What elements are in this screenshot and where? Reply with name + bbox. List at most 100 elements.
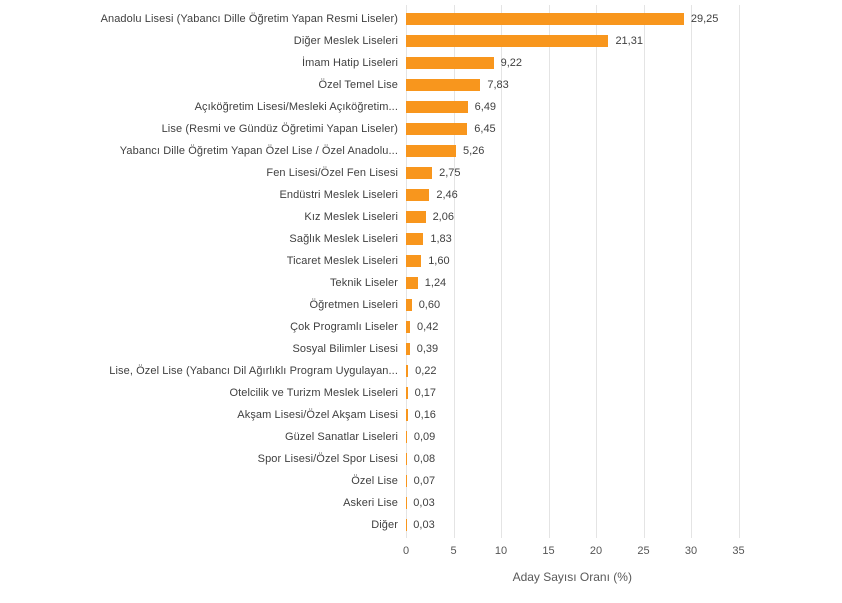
category-label: Diğer Meslek Liseleri — [293, 35, 398, 47]
chart-row: Sosyal Bilimler Lisesi 0,39 — [0, 338, 842, 360]
category-label: Diğer — [371, 519, 398, 531]
chart-row: Spor Lisesi/Özel Spor Lisesi 0,08 — [0, 448, 842, 470]
bar — [406, 519, 407, 531]
chart-row: Çok Programlı Liseler 0,42 — [0, 316, 842, 338]
bar — [406, 57, 494, 69]
bar — [406, 145, 456, 157]
bar — [406, 79, 481, 91]
gridline — [596, 5, 597, 538]
chart-row: Kız Meslek Liseleri 2,06 — [0, 206, 842, 228]
chart-row: Yabancı Dille Öğretim Yapan Özel Lise / … — [0, 140, 842, 162]
value-label: 9,22 — [500, 57, 522, 69]
category-label: Endüstri Meslek Liseleri — [279, 189, 398, 201]
x-axis-tick-label: 10 — [494, 545, 508, 557]
category-label: Kız Meslek Liseleri — [304, 211, 398, 223]
plot-area — [406, 5, 740, 538]
category-label: Özel Temel Lise — [318, 79, 398, 91]
category-label: Otelcilik ve Turizm Meslek Liseleri — [229, 387, 398, 399]
chart-row: Askeri Lise 0,03 — [0, 492, 842, 514]
bar — [406, 13, 684, 25]
bar — [406, 189, 430, 201]
chart-row: Endüstri Meslek Liseleri 2,46 — [0, 184, 842, 206]
category-label: Askeri Lise — [343, 497, 398, 509]
category-label: Öğretmen Liseleri — [309, 299, 398, 311]
gridline — [453, 5, 455, 538]
x-axis-title: Aday Sayısı Oranı (%) — [512, 570, 632, 584]
chart-row: Diğer 0,03 — [0, 514, 842, 536]
value-label: 0,03 — [413, 497, 435, 509]
chart-row: Anadolu Lisesi (Yabancı Dille Öğretim Ya… — [0, 8, 842, 30]
value-label: 6,45 — [474, 123, 496, 135]
bar — [406, 453, 407, 465]
category-label: Özel Lise — [351, 475, 398, 487]
chart-row: Lise (Resmi ve Gündüz Öğretimi Yapan Lis… — [0, 118, 842, 140]
x-axis-tick-label: 20 — [589, 545, 603, 557]
chart-row: Açıköğretim Lisesi/Mesleki Açıköğretim..… — [0, 96, 842, 118]
gridline — [643, 5, 645, 538]
x-axis-tick-label: 5 — [450, 545, 457, 557]
value-label: 29,25 — [690, 13, 719, 25]
category-label: Lise (Resmi ve Gündüz Öğretimi Yapan Lis… — [161, 123, 398, 135]
category-label: Güzel Sanatlar Liseleri — [285, 431, 398, 443]
value-label: 2,75 — [439, 167, 461, 179]
value-label: 0,17 — [414, 387, 437, 399]
chart-row: Sağlık Meslek Liseleri 1,83 — [0, 228, 842, 250]
value-label: 0,07 — [413, 475, 436, 487]
chart-row: Güzel Sanatlar Liseleri 0,09 — [0, 426, 842, 448]
gridline — [738, 5, 740, 538]
bar — [406, 475, 407, 487]
bar — [406, 277, 418, 289]
category-label: Açıköğretim Lisesi/Mesleki Açıköğretim..… — [194, 101, 398, 113]
category-label: Ticaret Meslek Liseleri — [286, 255, 398, 267]
bar — [406, 343, 410, 355]
value-label: 1,60 — [428, 255, 450, 267]
bar — [406, 387, 408, 399]
gridline — [406, 5, 407, 538]
bar — [406, 233, 424, 245]
chart-row: Özel Lise 0,07 — [0, 470, 842, 492]
gridline — [548, 5, 550, 538]
value-label: 2,06 — [432, 211, 454, 223]
value-label: 0,22 — [415, 365, 437, 377]
gridline — [501, 5, 502, 538]
bar — [406, 123, 468, 135]
chart-row: Özel Temel Lise 7,83 — [0, 74, 842, 96]
value-label: 1,83 — [430, 233, 452, 245]
category-label: Anadolu Lisesi (Yabancı Dille Öğretim Ya… — [100, 13, 398, 25]
chart-row: Diğer Meslek Liseleri 21,31 — [0, 30, 842, 52]
category-label: Spor Lisesi/Özel Spor Lisesi — [257, 453, 398, 465]
category-label: Sosyal Bilimler Lisesi — [292, 343, 398, 355]
chart-row: Otelcilik ve Turizm Meslek Liseleri 0,17 — [0, 382, 842, 404]
bar — [406, 321, 410, 333]
value-label: 21,31 — [615, 35, 643, 47]
value-label: 1,24 — [424, 277, 447, 289]
value-label: 0,60 — [418, 299, 441, 311]
chart-row: Ticaret Meslek Liseleri 1,60 — [0, 250, 842, 272]
x-axis-tick-label: 30 — [684, 545, 698, 557]
category-label: Yabancı Dille Öğretim Yapan Özel Lise / … — [119, 145, 398, 157]
value-label: 2,46 — [436, 189, 458, 201]
chart-row: Lise, Özel Lise (Yabancı Dil Ağırlıklı P… — [0, 360, 842, 382]
bar — [406, 35, 609, 47]
category-label: Akşam Lisesi/Özel Akşam Lisesi — [237, 409, 398, 421]
chart-row: İmam Hatip Liseleri 9,22 — [0, 52, 842, 74]
bar — [406, 255, 422, 267]
category-label: Fen Lisesi/Özel Fen Lisesi — [266, 167, 398, 179]
value-label: 0,16 — [414, 409, 436, 421]
value-label: 0,09 — [413, 431, 436, 443]
category-label: Teknik Liseler — [329, 277, 398, 289]
bar — [406, 409, 408, 421]
x-axis-tick-label: 15 — [542, 545, 555, 557]
chart-row: Teknik Liseler 1,24 — [0, 272, 842, 294]
bar — [406, 299, 412, 311]
value-label: 7,83 — [487, 79, 509, 91]
category-label: İmam Hatip Liseleri — [301, 57, 398, 69]
bar — [406, 365, 409, 377]
value-label: 0,39 — [416, 343, 439, 355]
bar — [406, 101, 468, 113]
x-axis-tick-label: 35 — [732, 545, 745, 557]
category-label: Lise, Özel Lise (Yabancı Dil Ağırlıklı P… — [109, 365, 398, 377]
bar — [406, 497, 407, 509]
chart-row: Fen Lisesi/Özel Fen Lisesi 2,75 — [0, 162, 842, 184]
